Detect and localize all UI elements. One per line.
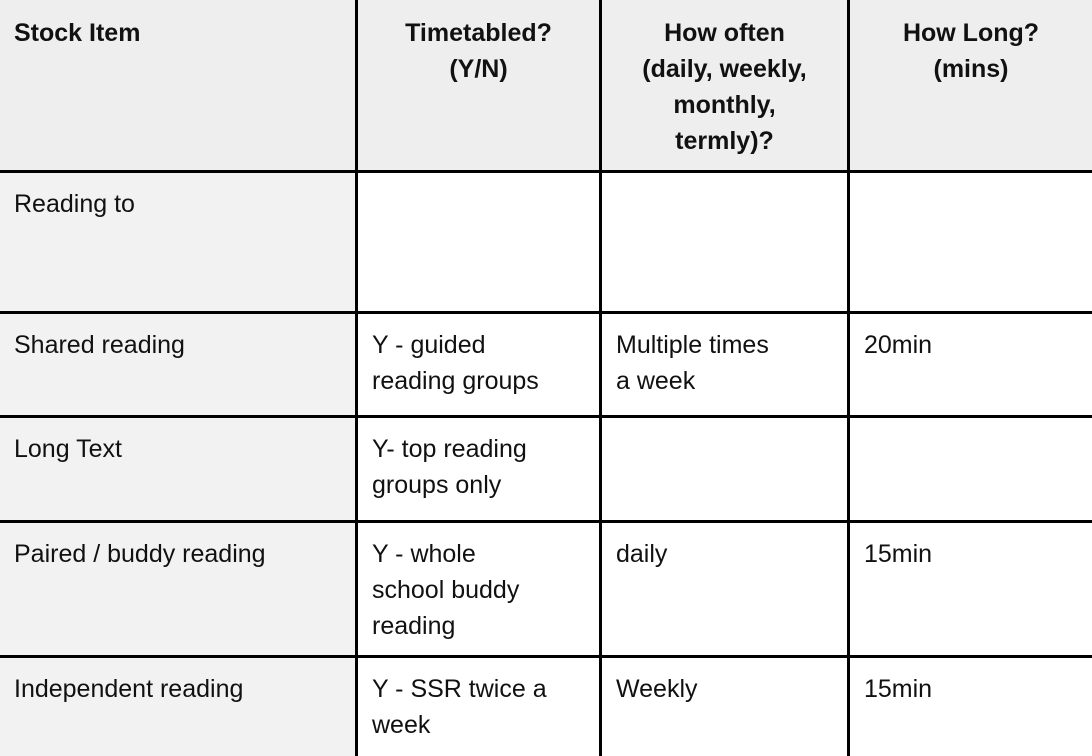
cell-how-often — [602, 418, 850, 523]
cell-timetabled: Y - guided reading groups — [358, 314, 602, 418]
cell-how-long — [850, 173, 1092, 314]
cell-stock-item: Paired / buddy reading — [0, 523, 358, 658]
cell-how-long: 20min — [850, 314, 1092, 418]
cell-how-long: 15min — [850, 523, 1092, 658]
cell-stock-item: Shared reading — [0, 314, 358, 418]
table-row-independent-reading: Independent reading Y - SSR twice a week… — [0, 658, 1092, 756]
header-cell-how-often: How often (daily, weekly, monthly, terml… — [602, 0, 850, 173]
cell-how-long: 15min — [850, 658, 1092, 756]
cell-timetabled — [358, 173, 602, 314]
header-cell-timetabled: Timetabled? (Y/N) — [358, 0, 602, 173]
cell-how-often — [602, 173, 850, 314]
cell-timetabled: Y- top reading groups only — [358, 418, 602, 523]
cell-stock-item: Long Text — [0, 418, 358, 523]
table-row-long-text: Long Text Y- top reading groups only — [0, 418, 1092, 523]
header-cell-how-long: How Long? (mins) — [850, 0, 1092, 173]
cell-stock-item: Reading to — [0, 173, 358, 314]
cell-timetabled: Y - SSR twice a week — [358, 658, 602, 756]
header-cell-stock-item: Stock Item — [0, 0, 358, 173]
table-row-reading-to: Reading to — [0, 173, 1092, 314]
cell-timetabled: Y - whole school buddy reading — [358, 523, 602, 658]
cell-how-long — [850, 418, 1092, 523]
cell-stock-item: Independent reading — [0, 658, 358, 756]
cell-how-often: Multiple times a week — [602, 314, 850, 418]
table-row-shared-reading: Shared reading Y - guided reading groups… — [0, 314, 1092, 418]
table-header-row: Stock Item Timetabled? (Y/N) How often (… — [0, 0, 1092, 173]
cell-how-often: Weekly — [602, 658, 850, 756]
cell-how-often: daily — [602, 523, 850, 658]
table-row-paired-buddy-reading: Paired / buddy reading Y - whole school … — [0, 523, 1092, 658]
